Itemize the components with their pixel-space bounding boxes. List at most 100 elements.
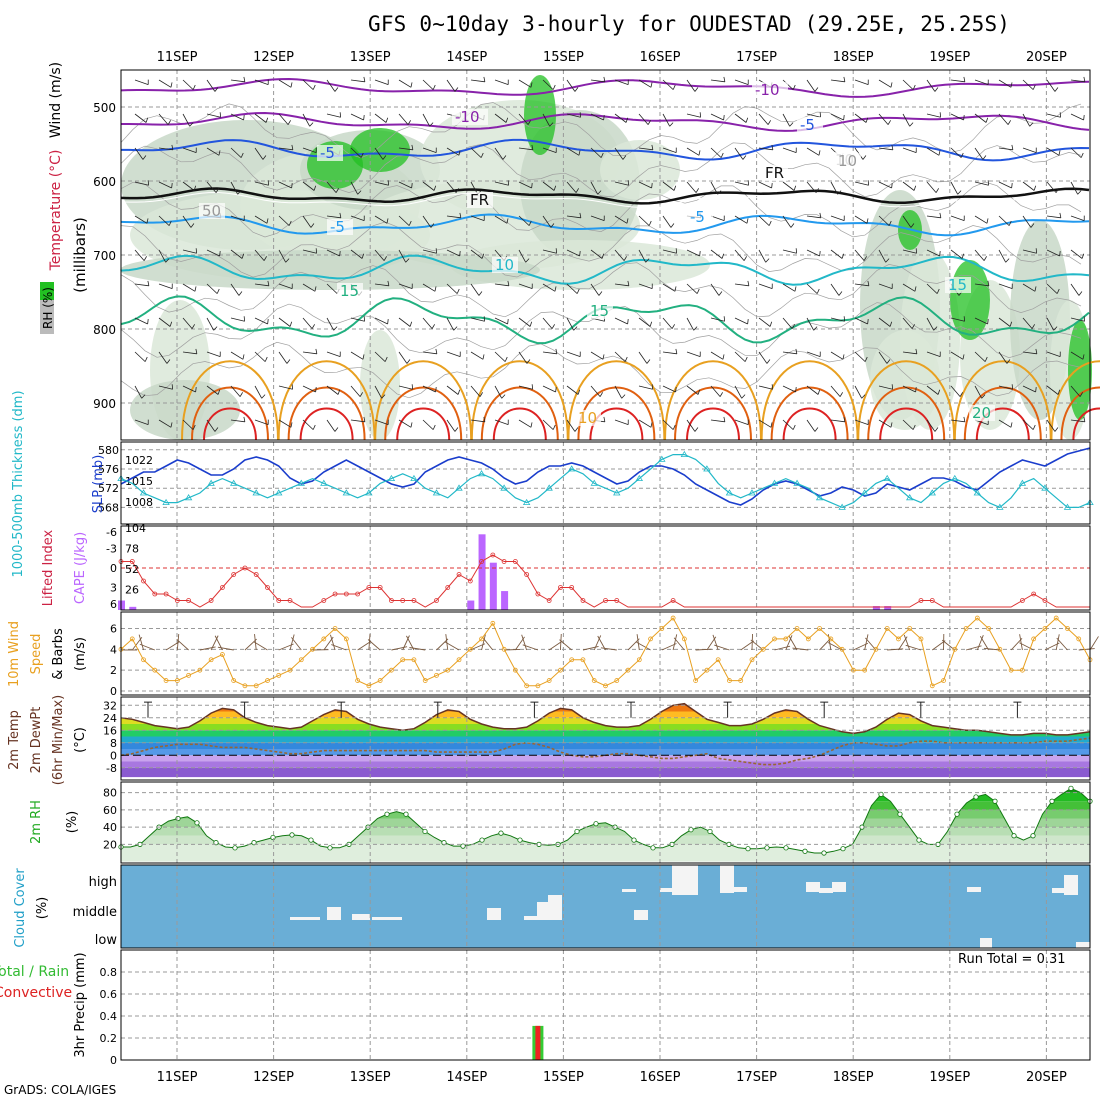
contour-label-bg	[492, 257, 518, 273]
wind-barb-flag	[674, 286, 677, 292]
wind-barb	[614, 317, 628, 325]
wind-speed-marker	[411, 657, 417, 663]
wind-barb	[182, 249, 197, 254]
wind-barb	[638, 419, 652, 428]
wind-barb	[566, 181, 577, 193]
isotherm-warm-lobe	[374, 360, 473, 441]
wind-barb	[806, 113, 821, 118]
wind-barb	[854, 283, 869, 287]
thickness-marker	[297, 479, 305, 486]
wind-barb	[302, 79, 314, 90]
wind-barb	[902, 113, 911, 127]
wind-barb-flag	[675, 386, 677, 393]
wind-barb	[998, 351, 1008, 364]
rh-marker	[745, 846, 751, 852]
wind-barb-10m	[600, 647, 617, 651]
wind-barb-flag	[839, 392, 843, 397]
wind-barb-flag	[386, 218, 389, 224]
wind-barb-10m	[253, 641, 268, 651]
wind-speed-marker	[1008, 667, 1014, 673]
isotherm-warm-lobe	[384, 386, 463, 441]
thickness-marker	[973, 489, 982, 496]
temp-frame	[120, 696, 1091, 781]
rh-marker	[460, 843, 466, 849]
wind-barb-flag	[959, 392, 963, 397]
wind-barb	[998, 113, 1009, 125]
wind-barb	[254, 317, 268, 325]
wind-barb-flag	[599, 392, 603, 397]
wind-barb-flag	[887, 120, 891, 125]
thickness-marker	[996, 503, 1004, 510]
wind-barb	[902, 419, 914, 430]
rh-marker	[1068, 785, 1074, 791]
wind-barb-flag	[194, 286, 197, 292]
rh-marker	[327, 845, 333, 851]
wind-barb-flag	[455, 188, 459, 193]
wind-barb-flag	[311, 324, 315, 329]
wind-barb-flag	[190, 223, 195, 228]
wind-barb	[686, 317, 695, 331]
wind-barb	[158, 147, 173, 151]
isotherm-warm-lobe	[1072, 407, 1100, 441]
wind-barb-flag	[843, 416, 846, 422]
wind-barb-flag	[1054, 427, 1059, 432]
wind-barb	[902, 351, 917, 355]
rh-high-shade	[350, 128, 410, 172]
wind-barb	[158, 351, 168, 364]
wind-barb-flag	[721, 253, 725, 259]
wind-speed-marker	[907, 626, 913, 631]
wind-barb-flag	[651, 144, 654, 150]
wind-speed-marker	[783, 636, 789, 642]
cape-bar	[467, 600, 475, 610]
wind-speed-marker	[580, 657, 586, 663]
wind-barb-10m	[445, 634, 449, 651]
wind-barb-flag	[985, 117, 989, 123]
wind-barb-flag	[841, 253, 845, 259]
wind-barb-10m	[827, 642, 843, 651]
lifted-index-marker	[918, 598, 924, 603]
wind-barb-flag	[795, 348, 798, 354]
wind-barb	[662, 181, 675, 191]
precip-tick: 0.8	[100, 966, 118, 979]
cloud-bar	[524, 916, 538, 920]
wind-barb-10m	[357, 640, 372, 651]
wind-barb	[926, 419, 936, 432]
wind-barb-flag	[863, 256, 867, 261]
wind-barb	[230, 351, 244, 360]
wind-barb	[254, 113, 267, 123]
wind-barb	[830, 181, 839, 195]
lifted-index-marker	[524, 572, 530, 577]
wind-barb	[302, 249, 317, 254]
wind-barb	[374, 385, 383, 399]
wind-barb-flag	[935, 188, 939, 193]
wind-barb	[254, 385, 263, 399]
wind-barb-flag	[866, 218, 869, 224]
wind-barb	[422, 385, 436, 393]
precip-rain-label: Total / Rain	[0, 964, 69, 980]
temp-tick: 8	[110, 737, 117, 750]
wind-barb	[302, 385, 316, 393]
wind-barb	[470, 147, 482, 158]
wind-barb	[158, 181, 172, 189]
isotherm-warm-lobe	[953, 360, 1052, 441]
wind-barb	[1022, 283, 1036, 292]
wind-barb	[998, 215, 1010, 226]
rh-marker	[593, 821, 599, 827]
wind-barb	[638, 351, 648, 364]
wind-barb	[518, 181, 532, 189]
wind-barb	[710, 113, 724, 121]
wind-barb-flag	[963, 416, 966, 422]
lifted-index-marker	[265, 585, 270, 590]
wind-speed-marker	[231, 678, 237, 683]
pressure-tick: 600	[93, 175, 116, 189]
wind-barb	[782, 181, 795, 191]
wind-barb	[974, 113, 987, 123]
wind-barb	[1022, 79, 1034, 90]
wind-barb-flag	[672, 424, 676, 430]
wind-barb-flag	[745, 117, 749, 123]
wind-barb-flag	[241, 253, 245, 259]
rh-marker	[175, 815, 181, 822]
wind-barb	[614, 351, 626, 362]
wind-barb-flag	[501, 394, 506, 399]
wind-barb-flag	[507, 318, 509, 325]
